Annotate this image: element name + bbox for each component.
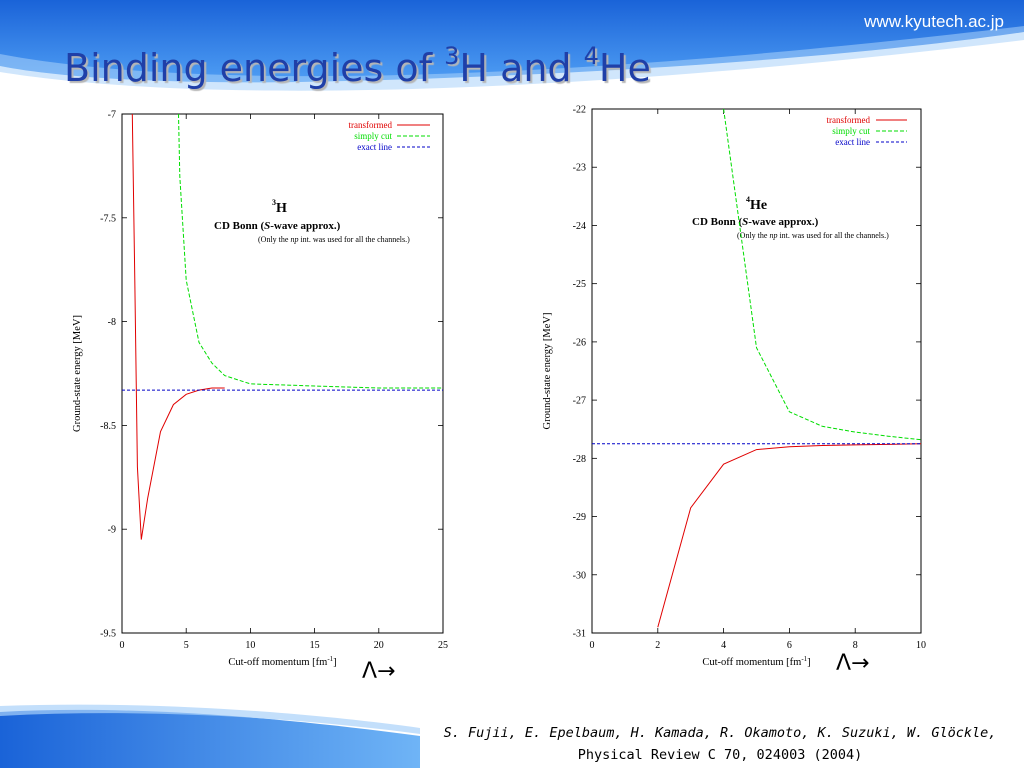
note-text: int. was used for all the channels.) bbox=[298, 235, 410, 244]
subtitle-italic: S bbox=[264, 220, 270, 232]
plot-frame bbox=[121, 113, 444, 634]
y-tick-label: -7.5 bbox=[100, 213, 116, 224]
y-tick-label: -8 bbox=[108, 317, 116, 328]
subtitle-text: CD Bonn ( bbox=[214, 220, 264, 232]
subtitle-text: -wave approx.) bbox=[748, 216, 818, 228]
top-banner bbox=[0, 0, 1024, 91]
lambda-arrow-label: Λ→ bbox=[836, 651, 870, 676]
x-tick-label: 10 bbox=[916, 640, 926, 651]
citation-authors: S. Fujii, E. Epelbaum, H. Kamada, R. Oka… bbox=[443, 725, 997, 741]
bottom-banner bbox=[0, 704, 420, 768]
x-tick-label: 10 bbox=[245, 640, 255, 651]
x-axis-label-text: Cut-off momentum [fm bbox=[228, 657, 327, 668]
plot-subtitle: CD Bonn (S-wave approx.) bbox=[692, 216, 819, 228]
x-tick-label: 4 bbox=[721, 640, 726, 651]
subtitle-text: CD Bonn ( bbox=[692, 216, 742, 228]
y-axis-label: Ground-state energy [MeV] bbox=[72, 315, 83, 432]
y-tick-label: -9 bbox=[108, 525, 116, 536]
legend-label-simply-cut: simply cut bbox=[354, 131, 392, 141]
title-prefix: Binding energies of bbox=[64, 46, 445, 90]
legend-label-transformed: transformed bbox=[349, 120, 393, 130]
title-and: and bbox=[487, 46, 584, 90]
y-tick-label: -31 bbox=[573, 629, 586, 640]
x-tick-label: 6 bbox=[787, 640, 792, 651]
x-tick-label: 15 bbox=[310, 640, 320, 651]
series-line-transformed bbox=[657, 443, 922, 628]
legend-label-simply-cut: simply cut bbox=[832, 126, 870, 136]
note-text: (Only the bbox=[258, 235, 290, 244]
plot-note: (Only the np int. was used for all the c… bbox=[258, 235, 410, 244]
x-tick-label: 25 bbox=[438, 640, 448, 651]
plot-frame bbox=[591, 108, 922, 634]
y-tick-label: -9.5 bbox=[100, 629, 116, 640]
plot-subtitle: CD Bonn (S-wave approx.) bbox=[214, 220, 341, 232]
legend-label-exact-line: exact line bbox=[835, 137, 870, 147]
title-nucleus-a: H bbox=[459, 46, 488, 90]
y-tick-label: -27 bbox=[573, 396, 586, 407]
x-tick-label: 20 bbox=[374, 640, 384, 651]
x-tick-label: 5 bbox=[184, 640, 189, 651]
y-tick-label: -26 bbox=[573, 337, 586, 348]
subtitle-text: -wave approx.) bbox=[270, 220, 340, 232]
x-axis-label: Cut-off momentum [fm-1] bbox=[702, 655, 810, 668]
note-text: (Only the bbox=[737, 231, 769, 240]
series-line-simply-cut bbox=[178, 113, 443, 389]
plot-nucleus-label: 4He bbox=[746, 195, 767, 213]
y-tick-label: -25 bbox=[573, 279, 586, 290]
x-axis-label-text: Cut-off momentum [fm bbox=[702, 657, 801, 668]
y-tick-label: -8.5 bbox=[100, 421, 116, 432]
lambda-arrow-label: Λ→ bbox=[362, 659, 396, 684]
title-nucleus-b: He bbox=[598, 46, 651, 90]
slide-title: Binding energies of 3H and 4He bbox=[64, 42, 651, 90]
nucleus-mass-number: 4 bbox=[746, 195, 750, 204]
nucleus-mass-number: 3 bbox=[272, 198, 276, 207]
note-italic: np bbox=[290, 235, 298, 244]
x-axis-label-text: ] bbox=[333, 657, 337, 668]
x-axis-label-superscript: -1 bbox=[327, 655, 333, 663]
x-axis-label-text: ] bbox=[807, 657, 811, 668]
x-axis-label-superscript: -1 bbox=[801, 655, 807, 663]
citation: S. Fujii, E. Epelbaum, H. Kamada, R. Oka… bbox=[420, 722, 1020, 766]
note-italic: np bbox=[769, 231, 777, 240]
subtitle-italic: S bbox=[742, 216, 748, 228]
x-axis-label: Cut-off momentum [fm-1] bbox=[228, 655, 336, 668]
legend-label-exact-line: exact line bbox=[357, 142, 392, 152]
y-tick-label: -22 bbox=[573, 105, 586, 116]
x-tick-label: 0 bbox=[120, 640, 125, 651]
citation-journal: Physical Review C 70, 024003 (2004) bbox=[577, 747, 863, 763]
title-mass-number-b: 4 bbox=[583, 42, 599, 70]
y-tick-label: -30 bbox=[573, 570, 586, 581]
plot-nucleus-label: 3H bbox=[272, 198, 287, 216]
y-tick-label: -23 bbox=[573, 163, 586, 174]
y-tick-label: -24 bbox=[573, 221, 586, 232]
x-tick-label: 2 bbox=[655, 640, 660, 651]
site-url: www.kyutech.ac.jp bbox=[864, 12, 1004, 31]
series-line-simply-cut bbox=[723, 108, 922, 441]
y-tick-label: -7 bbox=[108, 110, 116, 121]
series-line-transformed bbox=[131, 113, 225, 540]
note-text: int. was used for all the channels.) bbox=[777, 231, 889, 240]
title-mass-number-a: 3 bbox=[444, 42, 460, 70]
x-tick-label: 0 bbox=[590, 640, 595, 651]
plot-note: (Only the np int. was used for all the c… bbox=[737, 231, 889, 240]
y-tick-label: -28 bbox=[573, 454, 586, 465]
y-tick-label: -29 bbox=[573, 512, 586, 523]
legend-label-transformed: transformed bbox=[827, 115, 871, 125]
nucleus-symbol: He bbox=[750, 198, 767, 213]
nucleus-symbol: H bbox=[276, 201, 287, 216]
x-tick-label: 8 bbox=[853, 640, 858, 651]
y-axis-label: Ground-state energy [MeV] bbox=[542, 312, 553, 429]
